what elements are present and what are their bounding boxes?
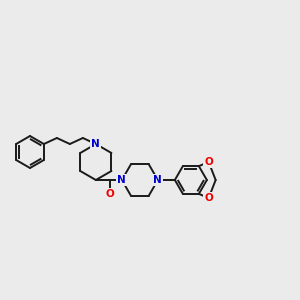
Text: O: O — [204, 157, 213, 167]
Text: N: N — [92, 139, 100, 149]
Text: O: O — [106, 189, 114, 199]
Text: N: N — [118, 175, 126, 185]
Text: N: N — [154, 175, 162, 185]
Text: O: O — [204, 193, 213, 203]
